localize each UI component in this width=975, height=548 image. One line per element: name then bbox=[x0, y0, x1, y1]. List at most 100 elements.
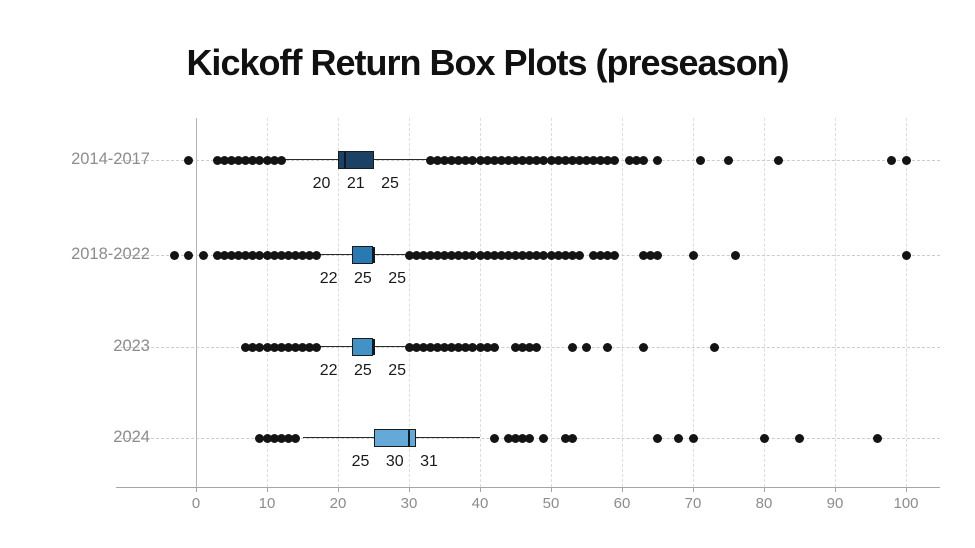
outlier-dot bbox=[873, 433, 883, 443]
outlier-dot bbox=[511, 433, 520, 443]
outlier-dot bbox=[255, 433, 265, 443]
outlier-dot bbox=[411, 250, 421, 260]
outlier-dot bbox=[511, 155, 520, 165]
outlier-dot bbox=[795, 433, 804, 443]
quartile-stats-label: 20 21 25 bbox=[312, 175, 399, 192]
outlier-dot bbox=[461, 155, 471, 165]
outlier-dot bbox=[276, 433, 286, 443]
outlier-dot bbox=[454, 250, 464, 260]
x-gridline bbox=[338, 118, 339, 487]
outlier-dot bbox=[425, 155, 435, 165]
outlier-dot bbox=[404, 250, 414, 260]
outlier-dot bbox=[411, 342, 421, 352]
iqr-box bbox=[352, 246, 374, 264]
x-axis-tick bbox=[764, 487, 765, 492]
outlier-dot bbox=[468, 155, 478, 165]
outlier-dot bbox=[461, 250, 471, 260]
outlier-dot bbox=[298, 342, 307, 352]
outlier-dot bbox=[475, 250, 485, 260]
outlier-dot bbox=[582, 155, 591, 165]
outlier-dot bbox=[589, 155, 599, 165]
x-gridline bbox=[409, 118, 410, 487]
outlier-dot bbox=[440, 342, 449, 352]
outlier-dot bbox=[688, 250, 698, 260]
outlier-dot bbox=[653, 433, 662, 443]
outlier-dot bbox=[560, 155, 570, 165]
outlier-dot bbox=[262, 433, 272, 443]
x-axis-tick-label: 80 bbox=[755, 495, 773, 512]
outlier-dot bbox=[709, 342, 719, 352]
outlier-dot bbox=[440, 155, 449, 165]
outlier-dot bbox=[219, 155, 229, 165]
outlier-dot bbox=[262, 155, 272, 165]
median-line bbox=[343, 152, 347, 168]
outlier-dot bbox=[269, 155, 279, 165]
outlier-dot bbox=[759, 433, 769, 443]
median-line bbox=[372, 339, 375, 355]
outlier-dot bbox=[184, 250, 194, 260]
outlier-dot bbox=[269, 250, 279, 260]
x-axis-line bbox=[116, 487, 940, 488]
outlier-dot bbox=[546, 250, 556, 260]
outlier-dot bbox=[503, 155, 513, 165]
outlier-dot bbox=[482, 155, 492, 165]
outlier-dot bbox=[638, 155, 648, 165]
outlier-dot bbox=[610, 155, 620, 165]
x-axis-tick-label: 100 bbox=[893, 495, 919, 512]
outlier-dot bbox=[489, 155, 499, 165]
outlier-dot bbox=[724, 155, 733, 165]
outlier-dot bbox=[290, 250, 300, 260]
outlier-dot bbox=[269, 433, 279, 443]
outlier-dot bbox=[440, 250, 449, 260]
whisker-high bbox=[373, 254, 406, 256]
outlier-dot bbox=[227, 250, 236, 260]
outlier-dot bbox=[454, 342, 464, 352]
outlier-dot bbox=[283, 433, 293, 443]
outlier-dot bbox=[475, 155, 485, 165]
outlier-dot bbox=[290, 433, 300, 443]
outlier-dot bbox=[262, 342, 272, 352]
outlier-dot bbox=[432, 250, 442, 260]
whisker-low bbox=[302, 437, 374, 439]
whisker-high bbox=[373, 159, 427, 161]
outlier-dot bbox=[489, 433, 499, 443]
x-gridline bbox=[267, 118, 268, 487]
x-axis-tick-label: 20 bbox=[329, 495, 347, 512]
outlier-dot bbox=[312, 342, 322, 352]
x-gridline bbox=[693, 118, 694, 487]
outlier-dot bbox=[276, 155, 286, 165]
x-axis-tick-label: 90 bbox=[826, 495, 844, 512]
outlier-dot bbox=[432, 342, 442, 352]
outlier-dot bbox=[525, 433, 535, 443]
outlier-dot bbox=[645, 250, 655, 260]
outlier-dot bbox=[901, 250, 911, 260]
whisker-low bbox=[320, 254, 353, 256]
x-axis-tick bbox=[835, 487, 836, 492]
outlier-dot bbox=[447, 155, 457, 165]
outlier-dot bbox=[525, 250, 535, 260]
outlier-dot bbox=[695, 155, 705, 165]
outlier-dot bbox=[887, 155, 897, 165]
outlier-dot bbox=[638, 250, 648, 260]
outlier-dot bbox=[539, 433, 549, 443]
iqr-box bbox=[352, 338, 374, 356]
outlier-dot bbox=[468, 342, 478, 352]
outlier-dot bbox=[496, 250, 506, 260]
outlier-dot bbox=[482, 342, 492, 352]
outlier-dot bbox=[255, 250, 265, 260]
outlier-dot bbox=[234, 155, 244, 165]
whisker-high bbox=[373, 346, 406, 348]
x-axis-tick bbox=[196, 487, 197, 492]
outlier-dot bbox=[432, 155, 442, 165]
outlier-dot bbox=[447, 342, 457, 352]
outlier-dot bbox=[589, 250, 599, 260]
outlier-dot bbox=[518, 250, 528, 260]
whisker-high bbox=[416, 437, 480, 439]
x-axis-tick bbox=[551, 487, 552, 492]
outlier-dot bbox=[461, 342, 471, 352]
outlier-dot bbox=[653, 250, 662, 260]
outlier-dot bbox=[582, 342, 591, 352]
outlier-dot bbox=[269, 342, 279, 352]
outlier-dot bbox=[574, 155, 584, 165]
